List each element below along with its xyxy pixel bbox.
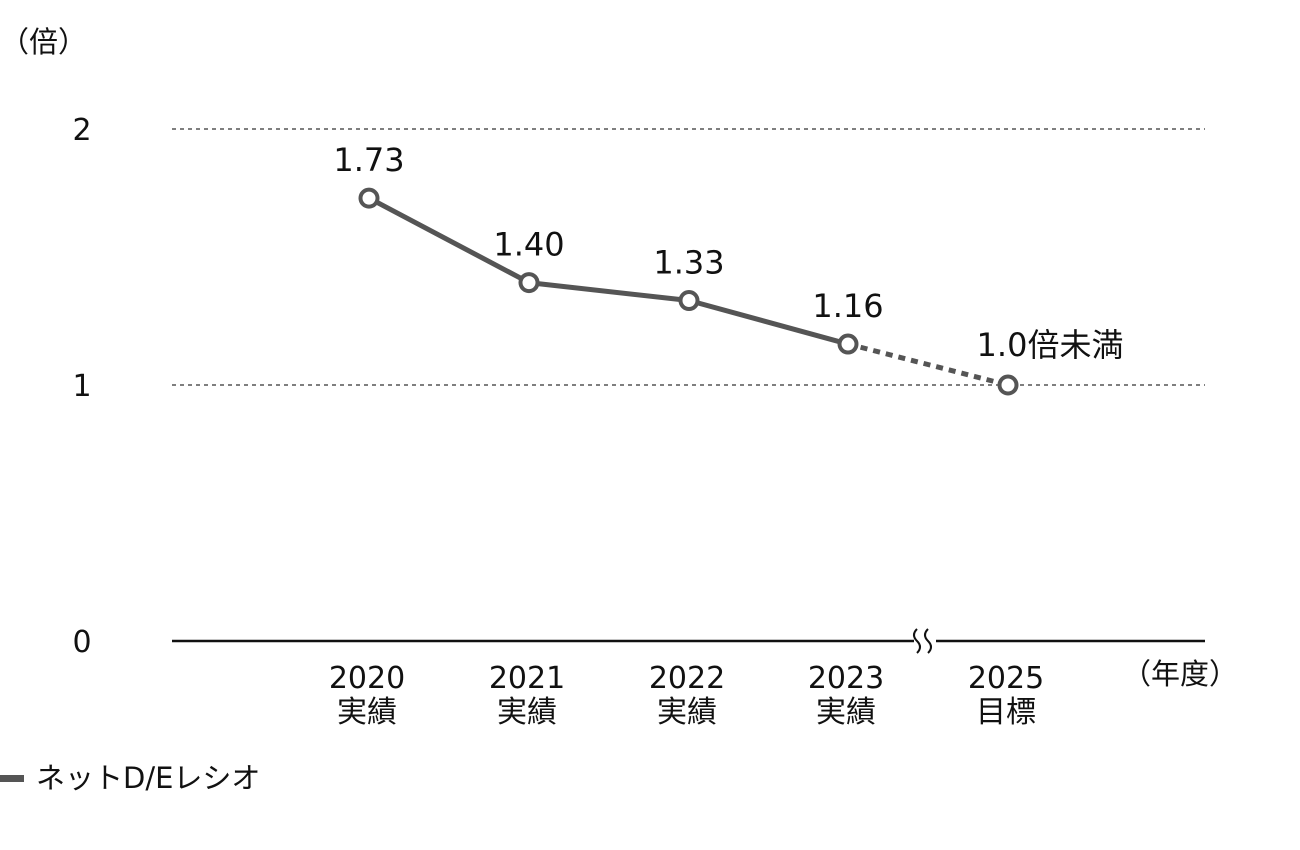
x-tick-year: 2022 — [649, 661, 725, 696]
data-point — [518, 272, 540, 294]
y-tick-label: 2 — [72, 113, 91, 148]
data-labels: 1.73 1.40 1.33 1.16 1.0倍未満 — [333, 141, 1123, 364]
y-tick-label: 0 — [72, 625, 91, 660]
x-tick-year: 2020 — [329, 661, 405, 696]
legend-label: ネットD/Eレシオ — [36, 761, 260, 795]
data-point — [358, 187, 380, 209]
series-line-target — [847, 341, 1009, 388]
x-tick-kind: 目標 — [976, 695, 1036, 730]
legend: ネットD/Eレシオ — [0, 761, 260, 795]
x-tick-kind: 実績 — [657, 695, 717, 730]
series-ネットD-E-ratio — [358, 187, 1019, 396]
x-tick-kind: 実績 — [337, 695, 397, 730]
x-tick-kind: 実績 — [816, 695, 876, 730]
data-point — [997, 374, 1019, 396]
data-label: 1.16 — [812, 287, 883, 325]
x-axis-unit-label: （年度） — [1122, 657, 1238, 691]
y-axis-ticks: 0 1 2 — [72, 113, 91, 660]
data-label: 1.73 — [333, 141, 404, 179]
data-label: 1.40 — [493, 226, 564, 264]
data-point — [678, 290, 700, 312]
x-tick-kind: 実績 — [497, 695, 557, 730]
x-tick-year: 2025 — [968, 661, 1044, 696]
axis-break-stroke — [924, 628, 932, 654]
axis-break-mark — [913, 628, 936, 654]
series-line-actual — [367, 195, 849, 347]
y-axis-unit-label: （倍） — [0, 25, 87, 59]
legend-swatch — [0, 775, 24, 782]
y-tick-label: 1 — [72, 369, 91, 404]
x-tick-year: 2021 — [489, 661, 565, 696]
axis-break-stroke — [913, 628, 921, 654]
data-point — [837, 333, 859, 355]
data-label: 1.33 — [653, 244, 724, 282]
x-tick-year: 2023 — [808, 661, 884, 696]
data-label: 1.0倍未満 — [977, 326, 1124, 364]
